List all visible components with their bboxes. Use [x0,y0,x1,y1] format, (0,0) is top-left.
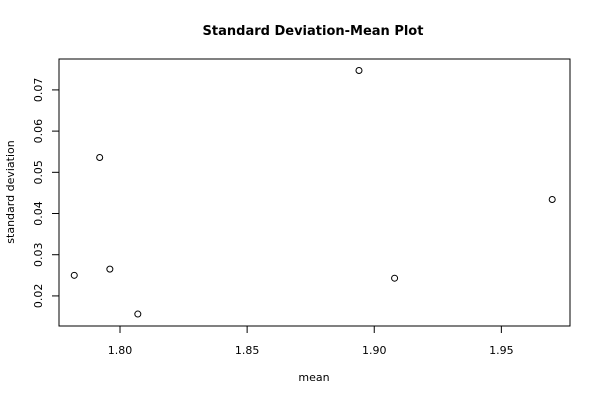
x-tick-label: 1.95 [489,344,514,357]
data-point [70,271,78,279]
x-tick-label: 1.80 [108,344,133,357]
data-point [106,265,114,273]
data-point [134,310,142,318]
data-point [355,67,363,75]
y-tick-label: 0.03 [32,242,45,267]
x-tick-label: 1.85 [235,344,260,357]
y-tick-label: 0.04 [32,201,45,226]
x-axis: 1.80 1.85 1.90 1.95 [108,325,514,357]
data-points [70,67,556,318]
data-point [391,274,399,282]
y-axis-label: standard deviation [4,140,17,243]
y-tick-label: 0.07 [32,78,45,103]
x-tick-label: 1.90 [362,344,387,357]
y-tick-label: 0.06 [32,119,45,144]
x-axis-label: mean [298,371,329,384]
y-tick-label: 0.05 [32,160,45,185]
plot-frame [58,58,571,327]
chart-title: Standard Deviation-Mean Plot [203,24,424,39]
data-point [548,196,556,204]
y-tick-label: 0.02 [32,284,45,309]
y-axis: 0.02 0.03 0.04 0.05 0.06 0.07 [32,78,60,309]
data-point [96,153,104,161]
